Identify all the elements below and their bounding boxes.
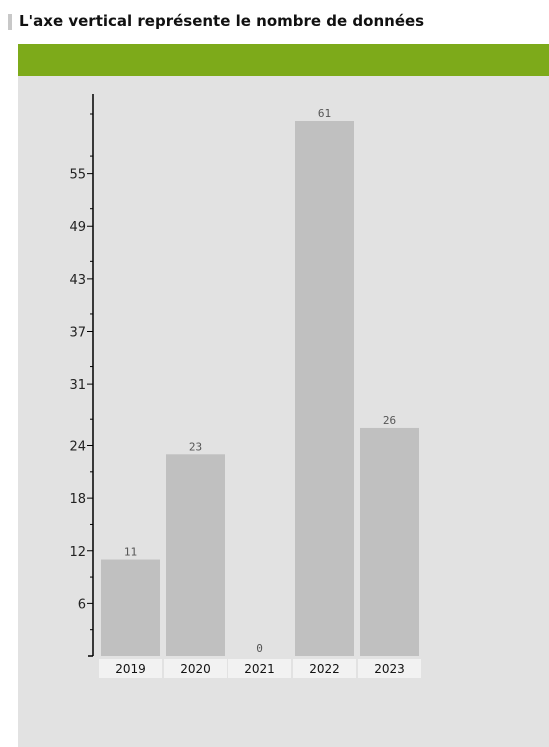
x-tick-label-2022: 2022 bbox=[309, 662, 340, 676]
x-tick-label-2021: 2021 bbox=[244, 662, 275, 676]
x-label-cell-2021 bbox=[228, 659, 291, 678]
y-tick-label-49: 49 bbox=[69, 220, 86, 235]
x-tick-label-2020: 2020 bbox=[180, 662, 211, 676]
y-tick-label-43: 43 bbox=[69, 273, 86, 288]
data-label-2019: 11 bbox=[124, 546, 137, 559]
data-label-2021: 0 bbox=[256, 642, 263, 655]
x-label-cell-2019 bbox=[99, 659, 162, 678]
x-label-cell-2022 bbox=[293, 659, 356, 678]
data-label-2022: 61 bbox=[318, 107, 331, 120]
y-tick-label-24: 24 bbox=[69, 440, 86, 455]
y-tick-label-37: 37 bbox=[69, 325, 86, 340]
y-tick-label-6: 6 bbox=[78, 597, 86, 612]
y-tick-label-31: 31 bbox=[69, 378, 86, 393]
accent-band bbox=[18, 44, 549, 76]
y-tick-label-12: 12 bbox=[69, 545, 86, 560]
x-label-cell-2020 bbox=[164, 659, 227, 678]
y-tick-label-18: 18 bbox=[69, 492, 86, 507]
bar-2022 bbox=[295, 121, 354, 656]
header-marker bbox=[8, 14, 12, 30]
data-label-2023: 26 bbox=[383, 414, 396, 427]
bar-2020 bbox=[166, 454, 225, 656]
x-tick-label-2023: 2023 bbox=[374, 662, 405, 676]
y-tick-label-55: 55 bbox=[69, 168, 86, 183]
bar-2019 bbox=[101, 559, 160, 656]
chart-title: L'axe vertical représente le nombre de d… bbox=[19, 12, 425, 30]
x-tick-label-2019: 2019 bbox=[115, 662, 146, 676]
chart-header: L'axe vertical représente le nombre de d… bbox=[0, 0, 549, 44]
bar-2023 bbox=[360, 427, 419, 656]
data-label-2020: 23 bbox=[189, 440, 202, 453]
x-label-cell-2023 bbox=[358, 659, 421, 678]
